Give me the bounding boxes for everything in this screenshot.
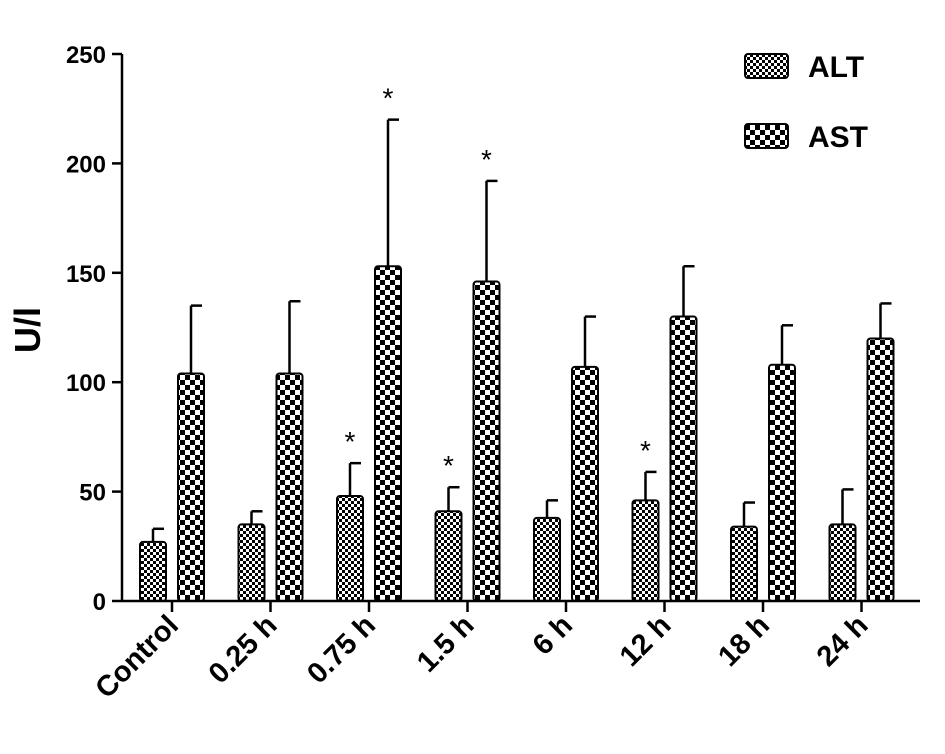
y-tick-label-4: 200 [66, 151, 106, 178]
significance-mark-alt-5: * [640, 435, 651, 466]
y-axis-title: U/l [7, 307, 48, 353]
bar-alt-0 [139, 540, 167, 603]
plot-area: * * * * * [139, 83, 895, 603]
bar-ast-7 [866, 337, 895, 602]
legend-swatch-alt [744, 53, 789, 79]
x-tick-label-6: 18 h [712, 609, 776, 673]
significance-mark-alt-3: * [443, 450, 454, 481]
bar-alt-6 [730, 525, 758, 602]
bar-ast-0 [177, 372, 205, 602]
significance-mark-ast-2: * [383, 83, 394, 114]
x-tick-label-0: Control [89, 609, 185, 705]
x-tick-label-1: 0.25 h [203, 609, 284, 690]
legend-label-ast: AST [808, 121, 868, 154]
bar-ast-1 [275, 372, 304, 602]
x-tick-label-7: 24 h [811, 609, 875, 673]
x-tick-label-2: 0.75 h [301, 609, 382, 690]
bar-alt-3 [434, 510, 463, 602]
x-tick-label-4: 6 h [527, 609, 579, 661]
significance-mark-alt-2: * [345, 426, 356, 457]
bar-alt-5 [631, 499, 660, 602]
bar-alt-7 [828, 523, 857, 602]
y-tick-label-3: 150 [66, 261, 106, 288]
significance-mark-ast-3: * [481, 144, 492, 175]
x-tick-label-3: 1.5 h [411, 609, 480, 678]
bar-ast-6 [768, 363, 796, 603]
y-tick-label-1: 50 [79, 480, 106, 507]
legend: ALT AST [744, 51, 868, 154]
legend-label-alt: ALT [808, 51, 864, 84]
y-tick-label-0: 0 [93, 589, 106, 616]
bar-alt-1 [237, 523, 266, 602]
bar-alt-4 [533, 516, 561, 603]
legend-swatch-ast [744, 123, 789, 149]
bar-ast-5 [669, 315, 698, 602]
bar-ast-4 [571, 365, 599, 602]
bar-ast-2 [374, 265, 402, 602]
x-tick-label-5: 12 h [614, 609, 678, 673]
bar-alt-2 [336, 494, 364, 603]
y-tick-label-2: 100 [66, 370, 106, 397]
axes [112, 52, 920, 612]
bar-ast-3 [472, 280, 501, 602]
y-tick-label-5: 250 [66, 42, 106, 69]
